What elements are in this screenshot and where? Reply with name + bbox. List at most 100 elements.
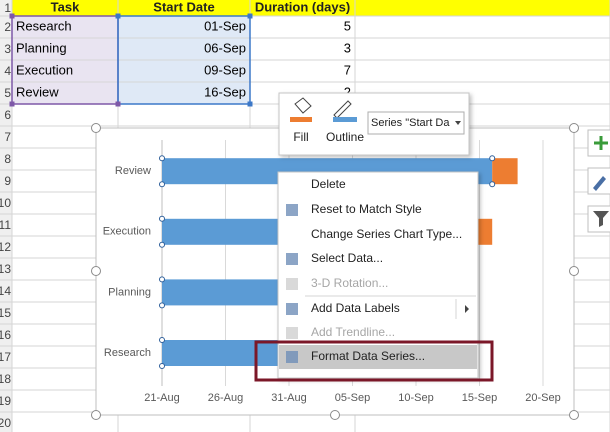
menu-item[interactable]: Add Data Labels — [311, 301, 400, 315]
series-selector[interactable]: Series "Start Da — [371, 117, 450, 129]
row-number: 16 — [0, 328, 11, 342]
plus-icon — [594, 136, 608, 150]
row-number: 15 — [0, 306, 11, 320]
x-tick-label: 05-Sep — [335, 392, 370, 404]
task-cell: Review — [16, 84, 59, 99]
column-header: Start Date — [153, 0, 214, 14]
selection-handle — [115, 13, 121, 19]
series-handle — [159, 215, 165, 222]
column-header: Duration (days) — [255, 0, 350, 14]
menu-icon — [286, 351, 298, 363]
task-cell: Research — [16, 18, 72, 33]
column-header: Task — [51, 0, 80, 14]
menu-item[interactable]: Delete — [311, 177, 346, 191]
selection-handle — [115, 101, 121, 107]
row-number: 19 — [0, 394, 11, 408]
filter-icon — [593, 211, 609, 227]
brush-icon — [593, 176, 606, 191]
series-handle — [489, 181, 496, 188]
series-dropdown[interactable] — [367, 111, 465, 135]
series-handle — [159, 241, 165, 248]
series-handle — [159, 302, 165, 309]
row-number: 12 — [0, 240, 11, 254]
menu-item[interactable]: Change Series Chart Type... — [311, 227, 462, 241]
date-cell: 01-Sep — [204, 18, 246, 33]
duration-cell: 2 — [344, 84, 351, 99]
outline-color — [333, 117, 357, 122]
menu-item: Add Trendline... — [311, 325, 395, 339]
resize-handle[interactable] — [91, 410, 101, 420]
resize-handle[interactable] — [91, 123, 101, 133]
duration-cell: 5 — [344, 18, 351, 33]
series-handle — [159, 181, 165, 188]
row-number: 1 — [4, 1, 11, 15]
resize-handle[interactable] — [569, 266, 579, 276]
header-row-fill — [12, 0, 610, 16]
duration-cell: 7 — [344, 62, 351, 77]
task-cell: Execution — [16, 62, 73, 77]
selection-handle — [9, 13, 15, 19]
x-tick-label: 15-Sep — [462, 392, 497, 404]
y-tick-label: Execution — [103, 226, 151, 238]
selection-handle — [247, 13, 253, 19]
row-number: 3 — [4, 42, 11, 56]
task-cell: Planning — [16, 40, 67, 55]
menu-item[interactable]: Reset to Match Style — [311, 202, 422, 216]
y-tick-label: Review — [115, 165, 151, 177]
row-number: 14 — [0, 284, 11, 298]
resize-handle[interactable] — [569, 123, 579, 133]
series-handle — [159, 363, 165, 369]
menu-box — [277, 171, 479, 379]
y-tick-label: Research — [104, 347, 151, 359]
y-tick-label: Planning — [108, 286, 151, 298]
date-cell: 09-Sep — [204, 62, 246, 77]
menu-item: 3-D Rotation... — [311, 276, 388, 290]
row-number: 7 — [4, 130, 11, 144]
selection-border-date — [117, 15, 251, 105]
x-tick-label: 10-Sep — [398, 392, 433, 404]
x-tick-label: 20-Sep — [525, 392, 560, 404]
outline-label[interactable]: Outline — [326, 130, 364, 144]
fill-icon[interactable] — [294, 97, 312, 114]
menu-icon — [286, 204, 298, 216]
row-number: 4 — [4, 64, 11, 78]
resize-handle[interactable] — [91, 266, 101, 276]
row-number: 8 — [4, 152, 11, 166]
series-handle — [159, 276, 165, 283]
row-number: 6 — [4, 108, 11, 122]
context-menu: Delete Reset to Match Style Change Series … — [254, 171, 494, 382]
menu-item[interactable]: Select Data... — [311, 251, 383, 265]
x-tick-label: 26-Aug — [208, 392, 243, 404]
series-handle — [489, 155, 496, 162]
row-number: 13 — [0, 262, 11, 276]
duration-cell: 3 — [344, 40, 351, 55]
fill-color — [290, 117, 312, 122]
x-tick-label: 31-Aug — [271, 392, 306, 404]
row-number: 9 — [4, 174, 11, 188]
date-cell: 16-Sep — [204, 84, 246, 99]
row-number: 10 — [0, 196, 11, 210]
menu-icon — [286, 253, 298, 265]
menu-icon — [286, 303, 298, 315]
submenu-arrow — [465, 305, 469, 313]
dropdown-arrow — [455, 121, 461, 125]
row-number: 20 — [0, 416, 11, 430]
menu-item[interactable]: Format Data Series... — [311, 349, 425, 363]
row-number: 17 — [0, 350, 11, 364]
series-handle — [159, 155, 165, 162]
date-cell: 06-Sep — [204, 40, 246, 55]
fill-label[interactable]: Fill — [293, 130, 308, 144]
duration-bar[interactable] — [492, 158, 518, 185]
row-number: 18 — [0, 372, 11, 386]
selection-handle — [9, 101, 15, 107]
selection-handle — [247, 101, 253, 107]
row-number: 2 — [4, 20, 11, 34]
resize-handle[interactable] — [330, 410, 340, 420]
resize-handle[interactable] — [569, 410, 579, 420]
row-number: 5 — [4, 86, 11, 100]
menu-icon — [286, 327, 298, 339]
x-tick-label: 21-Aug — [144, 392, 179, 404]
highlight-outline — [254, 340, 494, 382]
menu-icon — [286, 278, 298, 290]
menu-highlight — [279, 345, 477, 369]
